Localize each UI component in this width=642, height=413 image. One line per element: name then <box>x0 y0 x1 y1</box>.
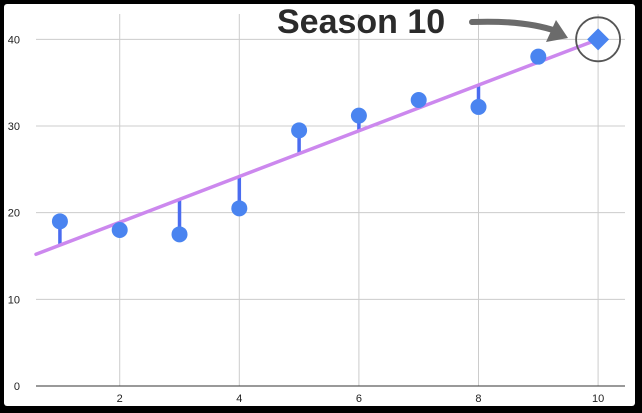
y-tick-label: 10 <box>8 294 20 306</box>
data-point <box>51 213 68 230</box>
y-tick-label: 0 <box>14 381 20 393</box>
data-points <box>51 48 547 243</box>
y-tick-label: 30 <box>8 121 20 133</box>
highlight-ring <box>575 16 621 63</box>
x-tick-label: 2 <box>117 393 123 405</box>
x-tick-label: 6 <box>356 393 362 405</box>
chart-frame: 0 10 20 30 40 2 4 6 8 10 Season 10 <box>4 4 635 406</box>
annotation-arrowhead <box>546 20 568 42</box>
x-tick-label: 4 <box>236 393 242 405</box>
data-point <box>410 92 427 108</box>
trendline-group <box>34 37 600 257</box>
trendline <box>34 37 600 257</box>
data-point <box>111 222 128 238</box>
x-tick-label: 10 <box>592 393 604 405</box>
x-tick-label: 8 <box>475 393 481 405</box>
axes: 0 10 20 30 40 2 4 6 8 10 <box>8 34 625 405</box>
annotation-group: Season 10 <box>277 4 568 42</box>
y-tick-label: 40 <box>8 34 20 46</box>
scatter-chart: 0 10 20 30 40 2 4 6 8 10 Season 10 <box>8 4 625 405</box>
y-tick-label: 20 <box>8 208 20 220</box>
data-point <box>470 98 487 115</box>
data-point <box>171 226 188 243</box>
annotation-arrow <box>469 18 559 34</box>
annotation-label: Season 10 <box>277 4 445 41</box>
data-point <box>350 107 367 124</box>
data-point <box>530 48 547 65</box>
grid-lines <box>36 14 625 386</box>
data-point <box>231 200 248 217</box>
data-point <box>291 122 308 139</box>
highlight-diamond <box>587 28 610 51</box>
